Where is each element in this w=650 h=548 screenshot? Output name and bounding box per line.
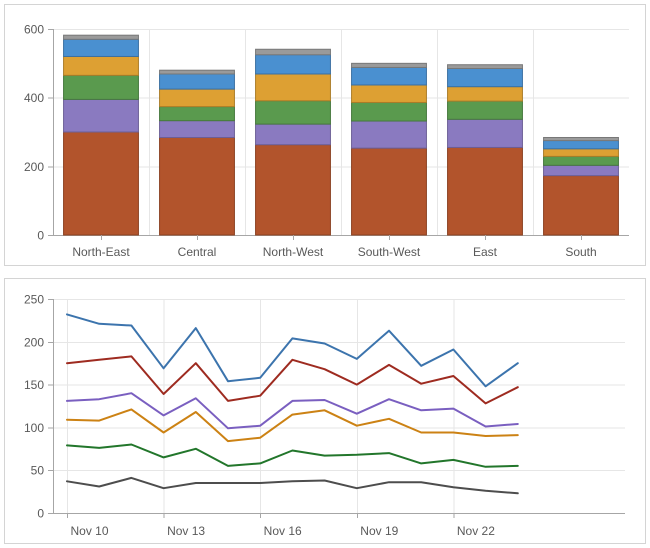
y-tick-label: 200 [24, 335, 44, 349]
bar-segment[interactable] [159, 88, 235, 108]
bar-segment[interactable] [351, 147, 427, 236]
bar-segment[interactable] [543, 175, 619, 236]
bar-segment[interactable] [447, 64, 523, 69]
line-series[interactable] [66, 408, 519, 443]
bar-segment[interactable] [63, 55, 139, 76]
x-tick-label: Nov 16 [264, 524, 302, 538]
bar-segment[interactable] [159, 69, 235, 75]
x-tick-label: North-West [263, 245, 324, 259]
x-tick-label: Central [178, 245, 217, 259]
bar-segment[interactable] [351, 101, 427, 122]
line-chart-panel: 0 50 100 150 200 250 Nov 10 Nov 13 Nov 16 Nov 19 N… [4, 278, 646, 544]
line-series[interactable] [66, 476, 519, 495]
line-series[interactable] [66, 313, 519, 388]
bar-segment[interactable] [447, 118, 523, 148]
bar-segment[interactable] [447, 67, 523, 88]
bar-segment[interactable] [63, 38, 139, 57]
bar-segment[interactable] [63, 131, 139, 236]
y-tick-label: 400 [24, 91, 44, 105]
bar-segment[interactable] [159, 136, 235, 236]
bar-segment[interactable] [447, 86, 523, 102]
bar-segment[interactable] [255, 54, 331, 75]
line-series[interactable] [66, 392, 519, 430]
bar-segment[interactable] [255, 144, 331, 236]
bar-segment[interactable] [543, 140, 619, 150]
x-tick-label: North-East [72, 245, 130, 259]
y-tick-label: 100 [24, 421, 44, 435]
x-tick-label: Nov 13 [167, 524, 205, 538]
bar-segment[interactable] [447, 100, 523, 120]
bar-segment[interactable] [63, 98, 139, 133]
y-tick-label: 0 [37, 229, 44, 243]
bar-segment[interactable] [63, 34, 139, 40]
bar-segment[interactable] [159, 106, 235, 122]
bar-stack[interactable] [255, 48, 331, 236]
bar-stack[interactable] [63, 34, 139, 236]
line-series[interactable] [66, 443, 519, 468]
bar-segment[interactable] [255, 48, 331, 56]
bar-segment[interactable] [255, 123, 331, 146]
y-tick-label: 50 [31, 464, 45, 478]
bar-segment[interactable] [543, 155, 619, 166]
bar-segment[interactable] [255, 100, 331, 125]
stacked-bar-chart[interactable]: 0 200 400 600 North-East Central North-West Sou… [5, 5, 645, 265]
bar-stack[interactable] [159, 69, 235, 236]
bar-segment[interactable] [255, 73, 331, 102]
y-tick-label: 200 [24, 160, 44, 174]
bar-segment[interactable] [159, 120, 235, 138]
y-tick-label: 250 [24, 293, 44, 307]
y-tick-label: 0 [37, 507, 44, 521]
bar-segment[interactable] [351, 84, 427, 103]
bar-segment[interactable] [63, 74, 139, 100]
x-tick-label: Nov 10 [70, 524, 108, 538]
x-tick-label: East [473, 245, 498, 259]
stacked-bar-chart-panel: 0 200 400 600 North-East Central North-West Sou… [4, 4, 646, 266]
bar-segment[interactable] [543, 164, 619, 177]
y-tick-label: 600 [24, 23, 44, 37]
x-tick-label: South-West [358, 245, 421, 259]
x-tick-label: Nov 19 [360, 524, 398, 538]
bar-stack[interactable] [447, 64, 523, 236]
bar-segment[interactable] [351, 66, 427, 86]
bar-segment[interactable] [543, 136, 619, 142]
line-series[interactable] [66, 355, 519, 405]
bar-segment[interactable] [351, 62, 427, 68]
x-tick-label: Nov 22 [457, 524, 495, 538]
x-tick-label: South [565, 245, 596, 259]
bar-segment[interactable] [159, 73, 235, 90]
y-tick-label: 150 [24, 378, 44, 392]
multi-series-line-chart[interactable]: 0 50 100 150 200 250 Nov 10 Nov 13 Nov 16 Nov 19 N… [5, 279, 645, 543]
bar-segment[interactable] [351, 120, 427, 149]
bar-segment[interactable] [543, 148, 619, 157]
bar-stack[interactable] [351, 62, 427, 236]
bar-stack[interactable] [543, 136, 619, 236]
bar-segment[interactable] [447, 146, 523, 236]
